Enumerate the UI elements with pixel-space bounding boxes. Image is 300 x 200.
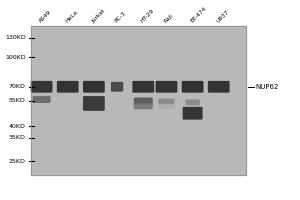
FancyBboxPatch shape [183,107,202,120]
Bar [32,26,246,175]
Text: 35KD: 35KD [9,135,26,140]
Text: Raji: Raji [163,13,174,24]
Text: Jurkat: Jurkat [90,8,106,24]
Text: 70KD: 70KD [9,84,26,89]
FancyBboxPatch shape [158,99,175,104]
Text: BT-474: BT-474 [189,6,207,24]
FancyBboxPatch shape [33,96,51,103]
Text: 25KD: 25KD [9,159,26,164]
Text: AS49: AS49 [38,10,52,24]
Text: U937: U937 [215,9,230,24]
Text: NUP62: NUP62 [255,84,278,90]
FancyBboxPatch shape [57,81,79,93]
FancyBboxPatch shape [134,98,153,105]
FancyBboxPatch shape [134,103,153,109]
FancyBboxPatch shape [208,81,230,93]
FancyBboxPatch shape [31,81,52,93]
Text: 55KD: 55KD [9,98,26,103]
FancyBboxPatch shape [111,82,123,92]
Text: PC-3: PC-3 [114,11,127,24]
FancyBboxPatch shape [132,81,154,93]
Text: HT-29: HT-29 [140,8,155,24]
FancyBboxPatch shape [185,100,200,105]
Text: 40KD: 40KD [9,124,26,129]
Text: 130KD: 130KD [5,35,26,40]
Bar [32,26,246,175]
FancyBboxPatch shape [83,96,105,111]
Text: HeLa: HeLa [64,10,78,24]
FancyBboxPatch shape [83,81,105,93]
Text: 100KD: 100KD [5,55,26,60]
FancyBboxPatch shape [182,81,203,93]
FancyBboxPatch shape [156,81,177,93]
FancyBboxPatch shape [158,104,175,109]
